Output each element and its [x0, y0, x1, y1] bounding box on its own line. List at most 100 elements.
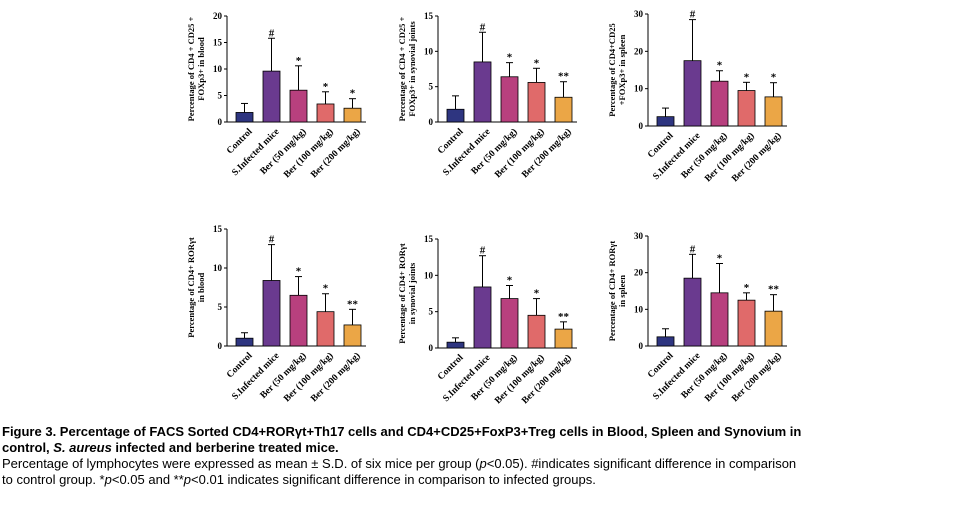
bar: [656, 116, 675, 127]
bar: [446, 341, 465, 349]
x-category-label: Ber (200 mg/kg): [520, 352, 574, 406]
x-category-label: S.Infected mice: [441, 127, 492, 178]
significance-mark: *: [507, 275, 513, 287]
significance-mark: **: [558, 311, 570, 323]
x-category-label: Ber (200 mg/kg): [309, 126, 363, 180]
significance-mark: *: [507, 52, 513, 64]
chart-panel-5: 0 5 10 15 Percentage of CD4+ RORγt in synovia…: [397, 234, 577, 406]
bar: [656, 336, 675, 347]
bar: [764, 96, 783, 127]
significance-mark: *: [350, 88, 356, 100]
x-category-label: Ber (100 mg/kg): [282, 126, 336, 180]
caption-body-line1b: <0.05). #indicates significant differenc…: [486, 456, 797, 471]
y-axis-title-line: FOXp3+ in synovial joints: [407, 21, 417, 117]
bar: [764, 310, 783, 347]
significance-mark: *: [744, 71, 750, 83]
y-tick-label: 0: [639, 121, 644, 131]
bar: [500, 298, 519, 349]
significance-mark: *: [323, 283, 329, 295]
y-tick-label: 5: [429, 82, 434, 92]
y-tick-label: 0: [639, 341, 644, 351]
x-category-label: Ber (100 mg/kg): [493, 352, 547, 406]
y-axis-title-line: FOXp3+ in blood: [196, 37, 206, 101]
bar: [473, 61, 492, 123]
caption-body: Percentage of lymphocytes were expressed…: [2, 456, 972, 488]
significance-mark: *: [296, 55, 302, 67]
x-category-label: Ber (50 mg/kg): [469, 352, 520, 403]
significance-mark: #: [269, 234, 275, 246]
y-axis-title-line: Percentage of CD4 + CD25 +: [186, 17, 196, 122]
bar: [683, 277, 702, 347]
y-tick-label: 20: [634, 268, 644, 278]
caption-body-line2c: <0.01 indicates significant difference i…: [191, 472, 596, 487]
caption-title-line2b: infected and berberine treated mice.: [111, 440, 339, 455]
bar: [737, 90, 756, 127]
significance-mark: *: [534, 288, 540, 300]
significance-mark: #: [690, 9, 696, 21]
significance-mark: *: [296, 266, 302, 278]
y-tick-label: 5: [218, 91, 223, 101]
bar: [710, 80, 729, 127]
bar: [710, 292, 729, 347]
x-category-label: S.Infected mice: [441, 353, 492, 404]
bar: [527, 314, 546, 349]
y-tick-label: 0: [429, 343, 434, 353]
bar: [527, 82, 546, 123]
x-category-label: Ber (100 mg/kg): [703, 350, 757, 404]
caption-body-p2: p: [183, 472, 192, 487]
x-category-label: Ber (200 mg/kg): [730, 350, 784, 404]
y-tick-label: 5: [429, 307, 434, 317]
bar: [316, 311, 335, 347]
y-tick-label: 20: [213, 11, 223, 21]
y-axis-title-line: Percentage of CD4+ RORγt: [397, 243, 407, 344]
bar: [554, 96, 573, 123]
x-category-label: Ber (50 mg/kg): [258, 350, 309, 401]
figure-caption: Figure 3. Percentage of FACS Sorted CD4+…: [2, 424, 972, 488]
significance-mark: *: [323, 81, 329, 93]
caption-body-p1: p: [104, 472, 112, 487]
bar: [343, 107, 362, 123]
bar: [262, 280, 281, 347]
y-tick-label: 10: [634, 84, 644, 94]
bar: [737, 299, 756, 347]
significance-mark: *: [534, 57, 540, 69]
x-category-label: Ber (200 mg/kg): [730, 130, 784, 184]
x-category-label: S.Infected mice: [651, 131, 702, 182]
significance-mark: *: [717, 60, 723, 72]
y-tick-label: 10: [213, 64, 223, 74]
x-category-label: Ber (200 mg/kg): [520, 126, 574, 180]
bar: [289, 294, 308, 347]
y-axis-title-line: in synovial joints: [407, 262, 417, 324]
y-tick-label: 0: [218, 341, 223, 351]
caption-title-species: S. aureus: [53, 440, 112, 455]
significance-mark: **: [558, 71, 570, 83]
caption-body-line2a: to control group. *: [2, 472, 105, 487]
bar: [500, 76, 519, 123]
caption-title: Figure 3. Percentage of FACS Sorted CD4+…: [2, 424, 972, 456]
significance-mark: *: [771, 72, 777, 84]
significance-mark: #: [480, 245, 486, 257]
x-category-label: Ber (100 mg/kg): [282, 350, 336, 404]
significance-mark: #: [480, 21, 486, 33]
x-category-label: Ber (200 mg/kg): [309, 350, 363, 404]
significance-mark: #: [269, 27, 275, 39]
chart-panel-3: 0 10 20 30 Percentage of CD4+CD25 +FOXp3+ in …: [607, 9, 787, 184]
significance-mark: *: [744, 282, 750, 294]
bar: [316, 103, 335, 123]
caption-body-line2b: <0.05 and **: [111, 472, 184, 487]
y-tick-label: 20: [634, 46, 644, 56]
y-axis-title-line: +FOXp3+ in spleen: [617, 34, 627, 105]
significance-mark: #: [690, 243, 696, 255]
y-tick-label: 10: [424, 270, 434, 280]
y-tick-label: 5: [218, 302, 223, 312]
chart-panel-2: 0 5 10 15 Percentage of CD4 + CD25 + FOXp3+ i…: [397, 11, 577, 180]
y-tick-label: 15: [424, 11, 434, 21]
x-category-label: Ber (50 mg/kg): [679, 350, 730, 401]
y-tick-label: 10: [424, 46, 434, 56]
bar: [683, 60, 702, 127]
y-axis-title-line: in blood: [196, 272, 206, 302]
bar: [343, 324, 362, 347]
significance-mark: *: [717, 253, 723, 265]
